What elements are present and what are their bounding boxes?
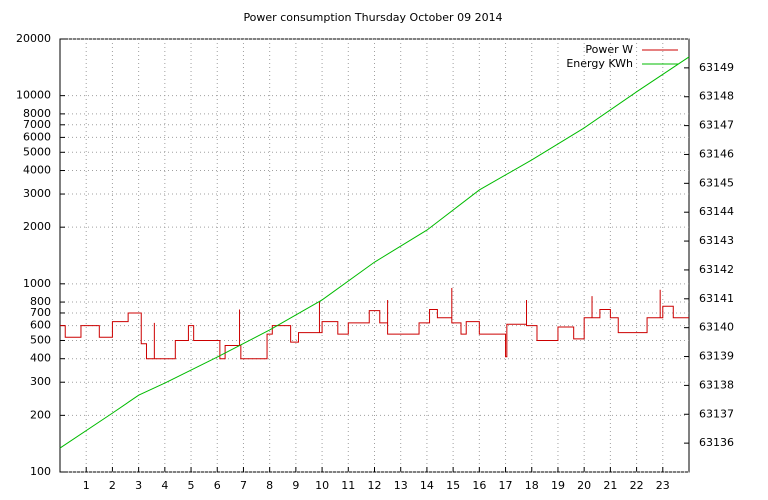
data-line bbox=[59, 56, 690, 449]
x-tick-label: 9 bbox=[292, 479, 299, 492]
x-tick-label: 6 bbox=[214, 479, 221, 492]
x-tick-label: 10 bbox=[315, 479, 329, 492]
y-tick-label: 3000 bbox=[23, 187, 51, 200]
x-tick-label: 4 bbox=[161, 479, 168, 492]
y-tick-label: 400 bbox=[30, 352, 51, 365]
legend-label: Energy KWh bbox=[566, 57, 633, 70]
chart-title: Power consumption Thursday October 09 20… bbox=[243, 11, 502, 24]
y-tick-label: 2000 bbox=[23, 220, 51, 233]
x-tick-label: 15 bbox=[446, 479, 460, 492]
data-line bbox=[60, 288, 689, 360]
y-tick-label: 200 bbox=[30, 408, 51, 421]
y2-tick-label: 63145 bbox=[699, 176, 734, 189]
y2-tick-label: 63140 bbox=[699, 321, 734, 334]
y-tick-label: 10000 bbox=[16, 89, 51, 102]
y-tick-label: 300 bbox=[30, 375, 51, 388]
x-tick-label: 20 bbox=[577, 479, 591, 492]
x-tick-label: 5 bbox=[188, 479, 195, 492]
x-tick-label: 19 bbox=[551, 479, 565, 492]
x-tick-label: 1 bbox=[83, 479, 90, 492]
y2-tick-label: 63142 bbox=[699, 263, 734, 276]
y-tick-label: 100 bbox=[30, 465, 51, 478]
x-tick-label: 22 bbox=[630, 479, 644, 492]
y2-tick-label: 63141 bbox=[699, 292, 734, 305]
y2-tick-label: 63148 bbox=[699, 90, 734, 103]
y2-tick-label: 63147 bbox=[699, 119, 734, 132]
y-tick-label: 4000 bbox=[23, 164, 51, 177]
x-tick-label: 23 bbox=[656, 479, 670, 492]
x-tick-label: 13 bbox=[394, 479, 408, 492]
x-tick-label: 17 bbox=[499, 479, 513, 492]
y-tick-label: 700 bbox=[30, 306, 51, 319]
y-tick-label: 1000 bbox=[23, 277, 51, 290]
y-tick-label: 6000 bbox=[23, 130, 51, 143]
y2-tick-label: 63149 bbox=[699, 61, 734, 74]
x-tick-label: 3 bbox=[135, 479, 142, 492]
x-tick-label: 11 bbox=[341, 479, 355, 492]
y2-tick-label: 63137 bbox=[699, 407, 734, 420]
y2-tick-label: 63144 bbox=[699, 205, 734, 218]
y2-tick-label: 63139 bbox=[699, 350, 734, 363]
legend-label: Power W bbox=[585, 43, 633, 56]
x-tick-label: 21 bbox=[603, 479, 617, 492]
y-tick-label: 20000 bbox=[16, 32, 51, 45]
y2-tick-label: 63143 bbox=[699, 234, 734, 247]
x-tick-label: 12 bbox=[368, 479, 382, 492]
x-tick-label: 2 bbox=[109, 479, 116, 492]
y2-tick-label: 63138 bbox=[699, 378, 734, 391]
y2-tick-label: 63146 bbox=[699, 147, 734, 160]
y-tick-label: 7000 bbox=[23, 118, 51, 131]
x-tick-label: 16 bbox=[472, 479, 486, 492]
y-tick-label: 8000 bbox=[23, 107, 51, 120]
x-tick-label: 18 bbox=[525, 479, 539, 492]
x-tick-label: 7 bbox=[240, 479, 247, 492]
y2-tick-label: 63136 bbox=[699, 436, 734, 449]
x-tick-label: 8 bbox=[266, 479, 273, 492]
x-tick-label: 14 bbox=[420, 479, 434, 492]
y-tick-label: 500 bbox=[30, 333, 51, 346]
y-tick-label: 600 bbox=[30, 319, 51, 332]
y-tick-label: 800 bbox=[30, 295, 51, 308]
y-tick-label: 5000 bbox=[23, 145, 51, 158]
